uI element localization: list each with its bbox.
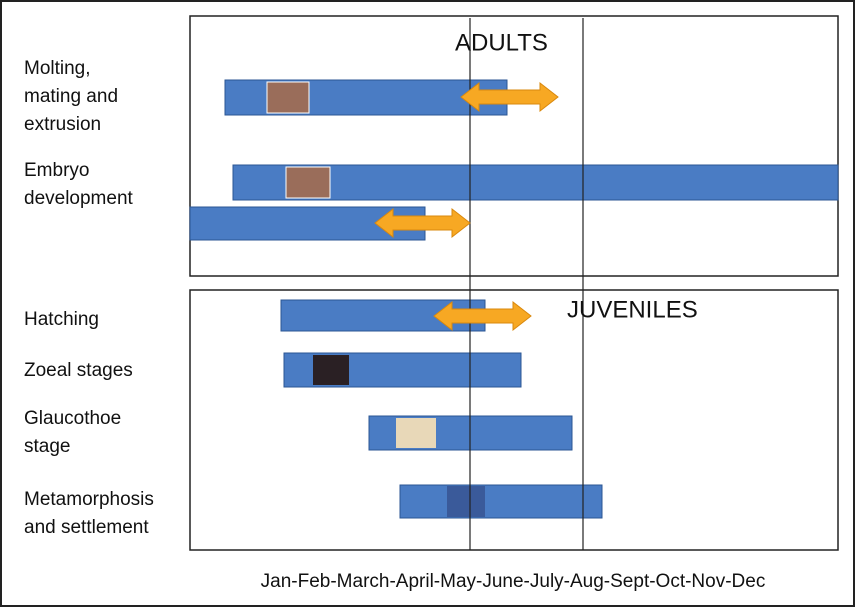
row-label: extrusion bbox=[24, 114, 101, 135]
photo bbox=[396, 418, 436, 448]
row-label: Metamorphosis bbox=[24, 489, 154, 510]
section-title: ADULTS bbox=[455, 29, 548, 56]
photo bbox=[447, 486, 485, 517]
photo bbox=[267, 82, 309, 113]
row-label: Hatching bbox=[24, 309, 99, 330]
diagram: ADULTS JUVENILES Molting, mating and ext… bbox=[0, 0, 855, 607]
row-label: development bbox=[24, 188, 134, 209]
row-label: Molting, bbox=[24, 58, 91, 79]
row-label: Glaucothoe bbox=[24, 408, 121, 429]
row-label: mating and bbox=[24, 86, 118, 107]
bar bbox=[400, 485, 602, 518]
row-label: Embryo bbox=[24, 160, 89, 181]
month-axis: Jan-Feb-March-April-May-June-July-Aug-Se… bbox=[261, 571, 766, 592]
row-label: Zoeal stages bbox=[24, 360, 133, 381]
row-label: stage bbox=[24, 436, 70, 457]
page: {"sections": [{"title": "ADULTS"}, {"tit… bbox=[0, 0, 855, 607]
photo bbox=[313, 355, 349, 385]
row-label: and settlement bbox=[24, 517, 149, 538]
double-arrow bbox=[461, 83, 558, 111]
photo bbox=[286, 167, 330, 198]
section-title: JUVENILES bbox=[567, 296, 698, 323]
